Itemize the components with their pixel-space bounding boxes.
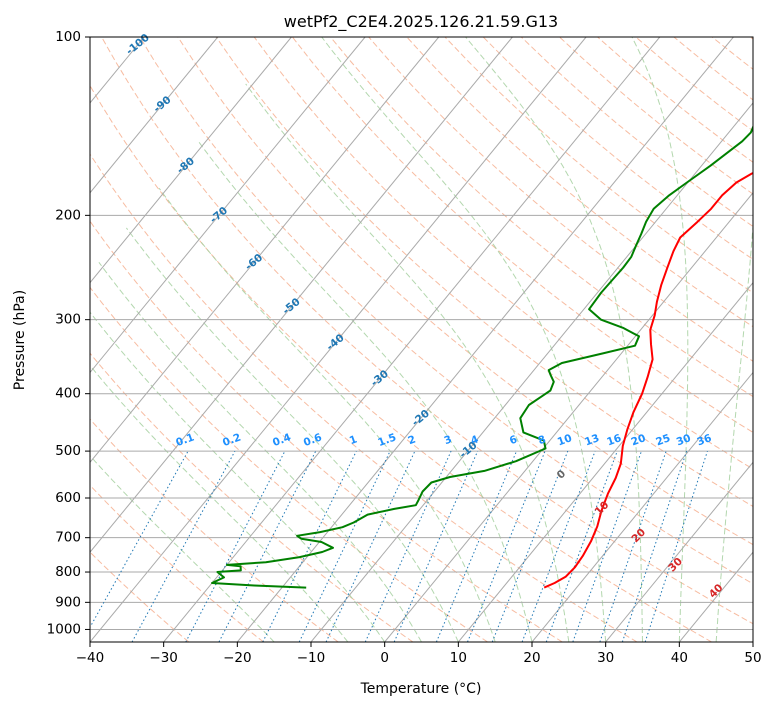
dry-adiabat — [406, 37, 753, 328]
mixing-ratio-line — [298, 450, 391, 642]
mixing-ratio-label: 3 — [443, 433, 454, 447]
y-axis: 1000 900 800 700 600 500 400 300 200 100 — [47, 29, 90, 637]
dry-adiabat — [292, 37, 753, 433]
mixing-ratio-line — [572, 450, 642, 642]
x-tick-label: 20 — [523, 650, 540, 666]
x-tick-label: 50 — [744, 650, 761, 666]
mixing-ratio-line — [364, 450, 452, 642]
isotherm-line — [163, 37, 661, 642]
x-tick-label: −10 — [297, 650, 326, 666]
y-tick-label: 1000 — [47, 621, 81, 637]
mixing-ratio-label: 30 — [675, 432, 693, 448]
dry-adiabat — [139, 37, 753, 585]
mixing-ratio-label: 10 — [556, 432, 574, 448]
isotherm-line — [90, 37, 292, 284]
dry-adiabat — [215, 37, 753, 507]
y-tick-label: 200 — [55, 207, 81, 223]
moist-adiabat — [321, 37, 607, 642]
moist-adiabat — [125, 227, 459, 642]
x-tick-label: −20 — [223, 650, 252, 666]
moist-adiabat — [715, 220, 753, 642]
mixing-ratio-line — [131, 450, 236, 642]
mixing-ratio-label: 1.5 — [376, 431, 398, 449]
x-tick-label: 0 — [380, 650, 389, 666]
chart-title: wetPf2_C2E4.2025.126.21.59.G13 — [284, 12, 558, 32]
x-tick-label: 10 — [450, 650, 467, 666]
mixing-ratio-label: 36 — [695, 432, 713, 448]
dry-adiabat — [90, 551, 190, 642]
isotherm-line — [90, 37, 587, 642]
isotherm-line — [90, 37, 440, 464]
moist-adiabat — [98, 262, 422, 642]
moist-adiabat — [245, 83, 570, 642]
y-tick-label: 400 — [55, 386, 81, 402]
isotherm-line — [90, 37, 366, 374]
mixing-ratio-label: 0.2 — [221, 431, 243, 449]
isotherm-line — [384, 192, 753, 642]
mixing-ratio-line — [435, 450, 517, 642]
mixing-ratio-label: 0.6 — [302, 431, 324, 449]
x-tick-label: −40 — [76, 650, 105, 666]
y-tick-label: 800 — [55, 564, 81, 580]
mixing-ratio-label: 8 — [537, 433, 548, 447]
moist-adiabat — [631, 37, 689, 642]
x-axis: −40 −30 −20 −10 0 10 20 30 40 50 — [76, 642, 762, 666]
data-lines — [211, 124, 753, 589]
plot-frame — [89, 36, 754, 643]
x-tick-label: 40 — [671, 650, 688, 666]
isotherm-line — [752, 641, 753, 642]
y-tick-label: 100 — [55, 29, 81, 45]
isotherm-line — [605, 461, 753, 642]
isotherm-line — [0, 37, 70, 642]
moist-adiabat — [90, 455, 275, 642]
moist-adiabat — [158, 187, 496, 642]
dry-adiabat — [90, 286, 488, 642]
y-axis-label: Pressure (hPa) — [12, 290, 28, 390]
x-axis-label: Temperature (°C) — [360, 681, 482, 697]
moist-adiabat — [90, 364, 349, 642]
mixing-ratio-label: 16 — [605, 432, 623, 448]
isotherm-line — [531, 371, 753, 642]
y-tick-label: 700 — [55, 530, 81, 546]
dry-adiabat — [90, 220, 563, 642]
dry-adiabat — [90, 352, 414, 642]
mixing-ratio-label: 2 — [406, 433, 417, 447]
y-tick-label: 600 — [55, 490, 81, 506]
dry-adiabat — [368, 37, 753, 362]
mixing-ratio-line — [325, 450, 416, 642]
dry-adiabat — [90, 153, 638, 642]
dry-adiabat — [90, 484, 264, 642]
mixing-ratio-line — [262, 450, 357, 642]
plot-background — [90, 37, 753, 642]
mixing-ratio-line — [644, 450, 708, 642]
isotherm-line — [310, 102, 753, 642]
dry-adiabat — [101, 37, 753, 625]
mixing-ratio-label: 20 — [630, 432, 648, 448]
y-tick-label: 900 — [55, 594, 81, 610]
mixing-ratio-label: 13 — [583, 432, 601, 448]
mixing-ratio-label: 0.1 — [174, 431, 196, 449]
dewpoint-profile-line — [211, 124, 753, 589]
x-tick-label: 30 — [597, 650, 614, 666]
isotherm-line — [90, 37, 219, 194]
mixing-ratio-line — [90, 450, 189, 629]
mixing-ratio-label: 0.4 — [271, 431, 293, 449]
mixing-ratio-line — [621, 450, 688, 642]
y-tick-label: 500 — [55, 443, 81, 459]
mixing-ratio-line — [599, 450, 667, 642]
isotherm-line — [457, 281, 753, 642]
temperature-profile-line — [543, 171, 753, 589]
isotherm-line — [90, 37, 513, 553]
mixing-ratio-label: 6 — [508, 433, 519, 447]
mixing-ratio-label: 4 — [469, 433, 480, 447]
dry-adiabat — [749, 37, 753, 40]
x-tick-label: −30 — [149, 650, 178, 666]
mixing-ratio-label: 25 — [654, 432, 672, 448]
y-tick-label: 300 — [55, 312, 81, 328]
mixing-ratio-label: 1 — [348, 433, 359, 447]
mixing-ratio-line — [393, 450, 479, 642]
